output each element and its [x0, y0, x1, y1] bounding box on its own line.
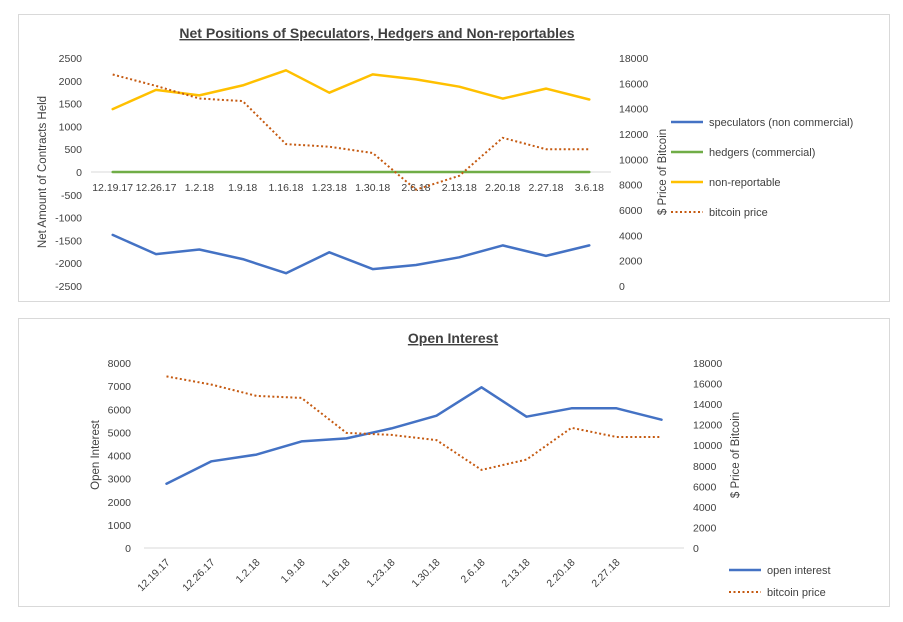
x-tick-label: 12.26.17: [180, 557, 217, 594]
y2-tick-label: 4000: [619, 230, 643, 242]
x-tick-label: 2.27.18: [589, 557, 622, 590]
y2-tick-label: 10000: [693, 440, 722, 452]
x-tick-label: 2.20.18: [485, 182, 520, 194]
legend-label-bitcoin-price: bitcoin price: [767, 587, 826, 599]
x-tick-label: 1.30.18: [409, 557, 442, 590]
x-tick-label: 1.16.18: [319, 557, 352, 590]
x-tick-label: 1.16.18: [268, 182, 303, 194]
legend-label-non-reportable: non-reportable: [709, 177, 781, 189]
y-tick-label: -1500: [55, 235, 82, 247]
y-tick-label: 1000: [108, 520, 132, 532]
y2-tick-label: 6000: [619, 205, 643, 217]
y2-tick-label: 0: [693, 543, 699, 555]
y2-tick-label: 4000: [693, 502, 717, 514]
y-tick-label: -500: [61, 190, 82, 202]
y-tick-label: 5000: [108, 427, 132, 439]
x-tick-label: 1.9.18: [278, 557, 307, 586]
y2-tick-label: 8000: [619, 180, 643, 192]
chart-title: Open Interest: [408, 330, 499, 346]
x-tick-label: 1.23.18: [312, 182, 347, 194]
y2-tick-label: 2000: [693, 522, 717, 534]
y-tick-label: 1500: [59, 99, 83, 111]
series-line-speculators-non-commercial: [111, 233, 591, 275]
legend-label-open-interest: open interest: [767, 565, 831, 577]
series-line-bitcoin-price: [112, 73, 590, 191]
y-tick-label: 7000: [108, 381, 132, 393]
y2-tick-label: 16000: [693, 379, 722, 391]
y-tick-label: 3000: [108, 474, 132, 486]
y2-tick-label: 6000: [693, 481, 717, 493]
y-tick-label: 0: [125, 543, 131, 555]
y-tick-label: 2500: [59, 53, 83, 65]
series-line-bitcoin-price: [166, 375, 662, 471]
x-tick-label: 3.6.18: [575, 182, 604, 194]
x-tick-label: 1.23.18: [364, 557, 397, 590]
y2-tick-label: 18000: [619, 53, 648, 65]
legend-label-bitcoin-price: bitcoin price: [709, 207, 768, 219]
open-interest-chart: Open Interest 8000 7000 6000 5000 4000 3000 200…: [90, 330, 831, 599]
y-axis-title: Net Amount of Contracts Held: [37, 96, 49, 248]
y2-tick-label: 14000: [619, 104, 648, 116]
y2-tick-label: 12000: [693, 420, 722, 432]
y2-tick-label: 2000: [619, 256, 643, 268]
y-tick-label: 2000: [59, 76, 83, 88]
y-tick-label: 8000: [108, 358, 132, 370]
y2-tick-label: 12000: [619, 129, 648, 141]
chart-title: Net Positions of Speculators, Hedgers an…: [179, 25, 574, 41]
y2-axis-title: $ Price of Bitcoin: [730, 412, 742, 498]
net-positions-chart: Net Positions of Speculators, Hedgers an…: [37, 25, 853, 293]
x-tick-label: 2.13.18: [442, 182, 477, 194]
x-tick-label: 12.19.17: [92, 182, 133, 194]
y-tick-label: -2000: [55, 258, 82, 270]
legend-label-speculators-non-commercial: speculators (non commercial): [709, 117, 853, 129]
y2-tick-label: 0: [619, 281, 625, 293]
y2-tick-label: 10000: [619, 154, 648, 166]
y-tick-label: 0: [76, 167, 82, 179]
series-line-open-interest: [165, 386, 663, 485]
y-tick-label: -2500: [55, 281, 82, 293]
y-tick-label: 6000: [108, 404, 132, 416]
x-tick-label: 2.6.18: [401, 182, 430, 194]
net-positions-chart-panel: Net Positions of Speculators, Hedgers an…: [18, 14, 890, 302]
y2-axis-title: $ Price of Bitcoin: [657, 129, 669, 215]
y-tick-label: 500: [64, 144, 82, 156]
y-tick-label: 1000: [59, 121, 83, 133]
x-tick-label: 2.27.18: [528, 182, 563, 194]
series-line-non-reportable: [111, 69, 591, 111]
x-tick-label: 12.19.17: [135, 557, 172, 594]
y2-tick-label: 16000: [619, 78, 648, 90]
x-tick-label: 1.2.18: [233, 557, 262, 586]
x-tick-label: 2.20.18: [544, 557, 577, 590]
x-tick-label: 1.30.18: [355, 182, 390, 194]
y2-tick-label: 18000: [693, 358, 722, 370]
open-interest-chart-panel: Open Interest 8000 7000 6000 5000 4000 3000 200…: [18, 318, 890, 607]
x-tick-label: 1.2.18: [185, 182, 214, 194]
y2-tick-label: 14000: [693, 399, 722, 411]
y-tick-label: 4000: [108, 451, 132, 463]
y-axis-title: Open Interest: [90, 419, 102, 489]
x-tick-label: 2.6.18: [458, 557, 487, 586]
y2-tick-label: 8000: [693, 461, 717, 473]
x-tick-label: 2.13.18: [499, 557, 532, 590]
y-tick-label: -1000: [55, 213, 82, 225]
x-tick-label: 1.9.18: [228, 182, 257, 194]
legend-label-hedgers-commercial: hedgers (commercial): [709, 147, 815, 159]
x-tick-label: 12.26.17: [136, 182, 177, 194]
y-tick-label: 2000: [108, 497, 132, 509]
